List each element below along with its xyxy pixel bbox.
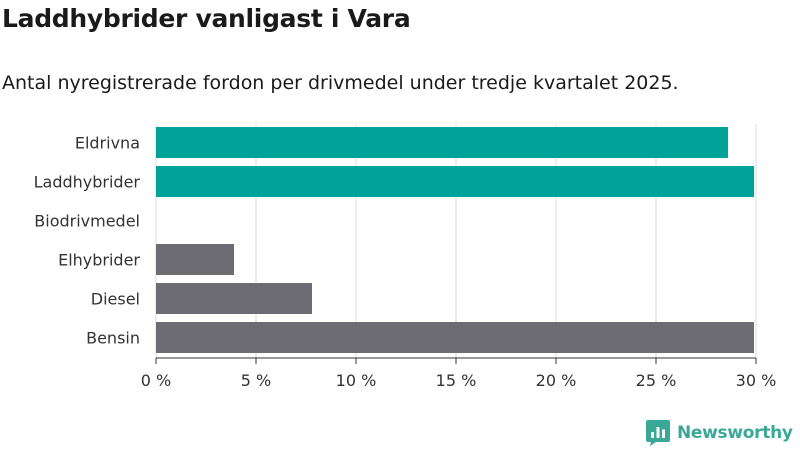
bar — [156, 127, 728, 158]
newsworthy-logo-icon — [646, 420, 670, 446]
chart-title: Laddhybrider vanligast i Vara — [2, 4, 411, 33]
x-tick-label: 20 % — [536, 371, 577, 390]
brand-name: Newsworthy — [677, 423, 793, 443]
x-tick-label: 30 % — [736, 371, 777, 390]
x-tick-label: 0 % — [141, 371, 171, 390]
x-tick-label: 5 % — [241, 371, 271, 390]
x-tick-label: 10 % — [336, 371, 377, 390]
category-label: Diesel — [91, 290, 140, 309]
bar — [156, 244, 234, 275]
bar — [156, 322, 754, 353]
category-label: Laddhybrider — [34, 173, 141, 192]
category-label: Bensin — [86, 329, 140, 348]
category-label: Biodrivmedel — [34, 212, 140, 231]
brand-logo: Newsworthy — [645, 419, 793, 447]
category-label: Eldrivna — [75, 134, 140, 153]
x-tick-label: 25 % — [636, 371, 677, 390]
bar — [156, 166, 754, 197]
category-label: Elhybrider — [58, 251, 140, 270]
x-tick-label: 15 % — [436, 371, 477, 390]
bar — [156, 283, 312, 314]
chart-subtitle: Antal nyregistrerade fordon per drivmede… — [2, 72, 679, 94]
